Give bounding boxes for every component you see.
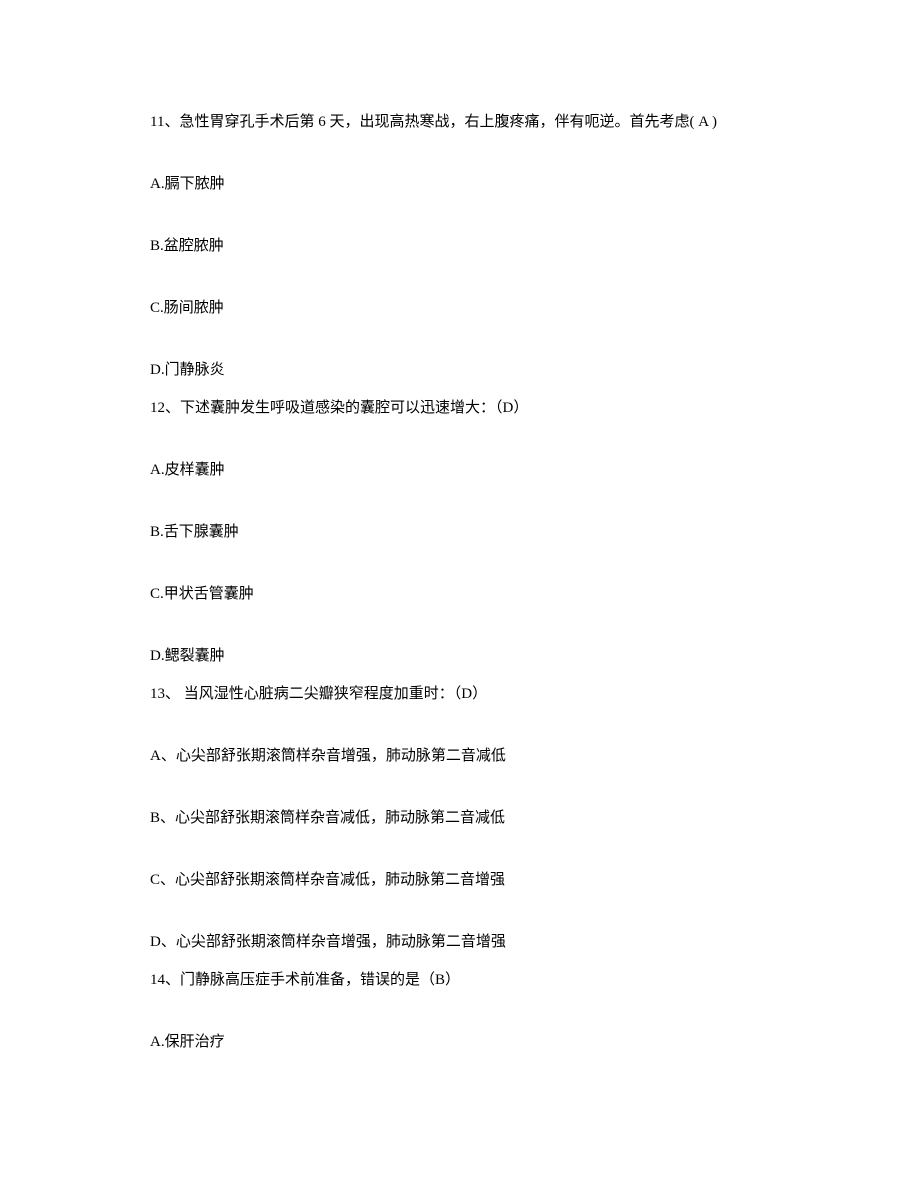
question-11: 11、急性胃穿孔手术后第 6 天，出现高热寒战，右上腹疼痛，伴有呃逆。首先考虑(…: [150, 110, 770, 382]
option-c: C.肠间脓肿: [150, 296, 770, 320]
option-c: C.甲状舌管囊肿: [150, 582, 770, 606]
question-12: 12、下述囊肿发生呼吸道感染的囊腔可以迅速增大：（D） A.皮样囊肿 B.舌下腺…: [150, 396, 770, 668]
option-b: B.盆腔脓肿: [150, 234, 770, 258]
option-a: A.膈下脓肿: [150, 172, 770, 196]
document-body: 11、急性胃穿孔手术后第 6 天，出现高热寒战，右上腹疼痛，伴有呃逆。首先考虑(…: [150, 110, 770, 1054]
option-d: D、心尖部舒张期滚筒样杂音增强，肺动脉第二音增强: [150, 930, 770, 954]
question-stem: 12、下述囊肿发生呼吸道感染的囊腔可以迅速增大：（D）: [150, 396, 770, 420]
question-stem: 13、 当风湿性心脏病二尖瓣狭窄程度加重时：（D）: [150, 682, 770, 706]
option-b: B、心尖部舒张期滚筒样杂音减低，肺动脉第二音减低: [150, 806, 770, 830]
option-a: A.皮样囊肿: [150, 458, 770, 482]
option-c: C、心尖部舒张期滚筒样杂音减低，肺动脉第二音增强: [150, 868, 770, 892]
option-d: D.鳃裂囊肿: [150, 644, 770, 668]
question-stem: 14、门静脉高压症手术前准备，错误的是（B）: [150, 968, 770, 992]
option-a: A、心尖部舒张期滚筒样杂音增强，肺动脉第二音减低: [150, 744, 770, 768]
question-14: 14、门静脉高压症手术前准备，错误的是（B） A.保肝治疗: [150, 968, 770, 1054]
question-stem: 11、急性胃穿孔手术后第 6 天，出现高热寒战，右上腹疼痛，伴有呃逆。首先考虑(…: [150, 110, 770, 134]
option-d: D.门静脉炎: [150, 358, 770, 382]
option-b: B.舌下腺囊肿: [150, 520, 770, 544]
option-a: A.保肝治疗: [150, 1030, 770, 1054]
question-13: 13、 当风湿性心脏病二尖瓣狭窄程度加重时：（D） A、心尖部舒张期滚筒样杂音增…: [150, 682, 770, 954]
